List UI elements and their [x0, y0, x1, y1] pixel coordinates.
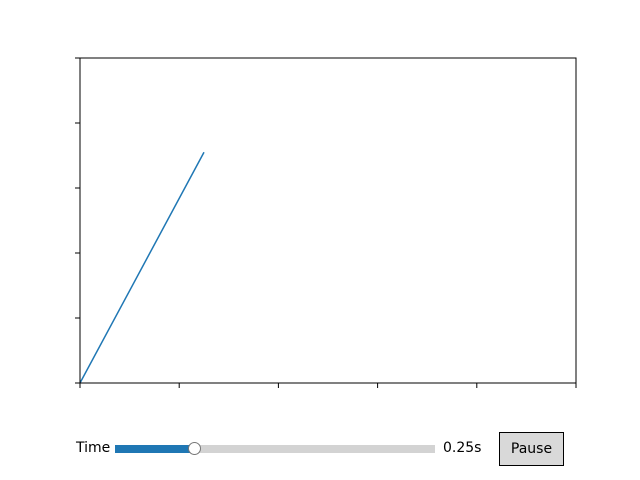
time-slider-handle[interactable]	[188, 442, 201, 455]
series-line-0	[79, 151, 205, 384]
axes-frame	[79, 57, 577, 384]
time-slider-label: Time	[76, 440, 111, 456]
time-slider-fill	[115, 445, 195, 453]
time-slider-value: 0.25s	[443, 440, 482, 456]
pause-button[interactable]: Pause	[499, 432, 564, 466]
time-slider[interactable]	[115, 442, 435, 455]
